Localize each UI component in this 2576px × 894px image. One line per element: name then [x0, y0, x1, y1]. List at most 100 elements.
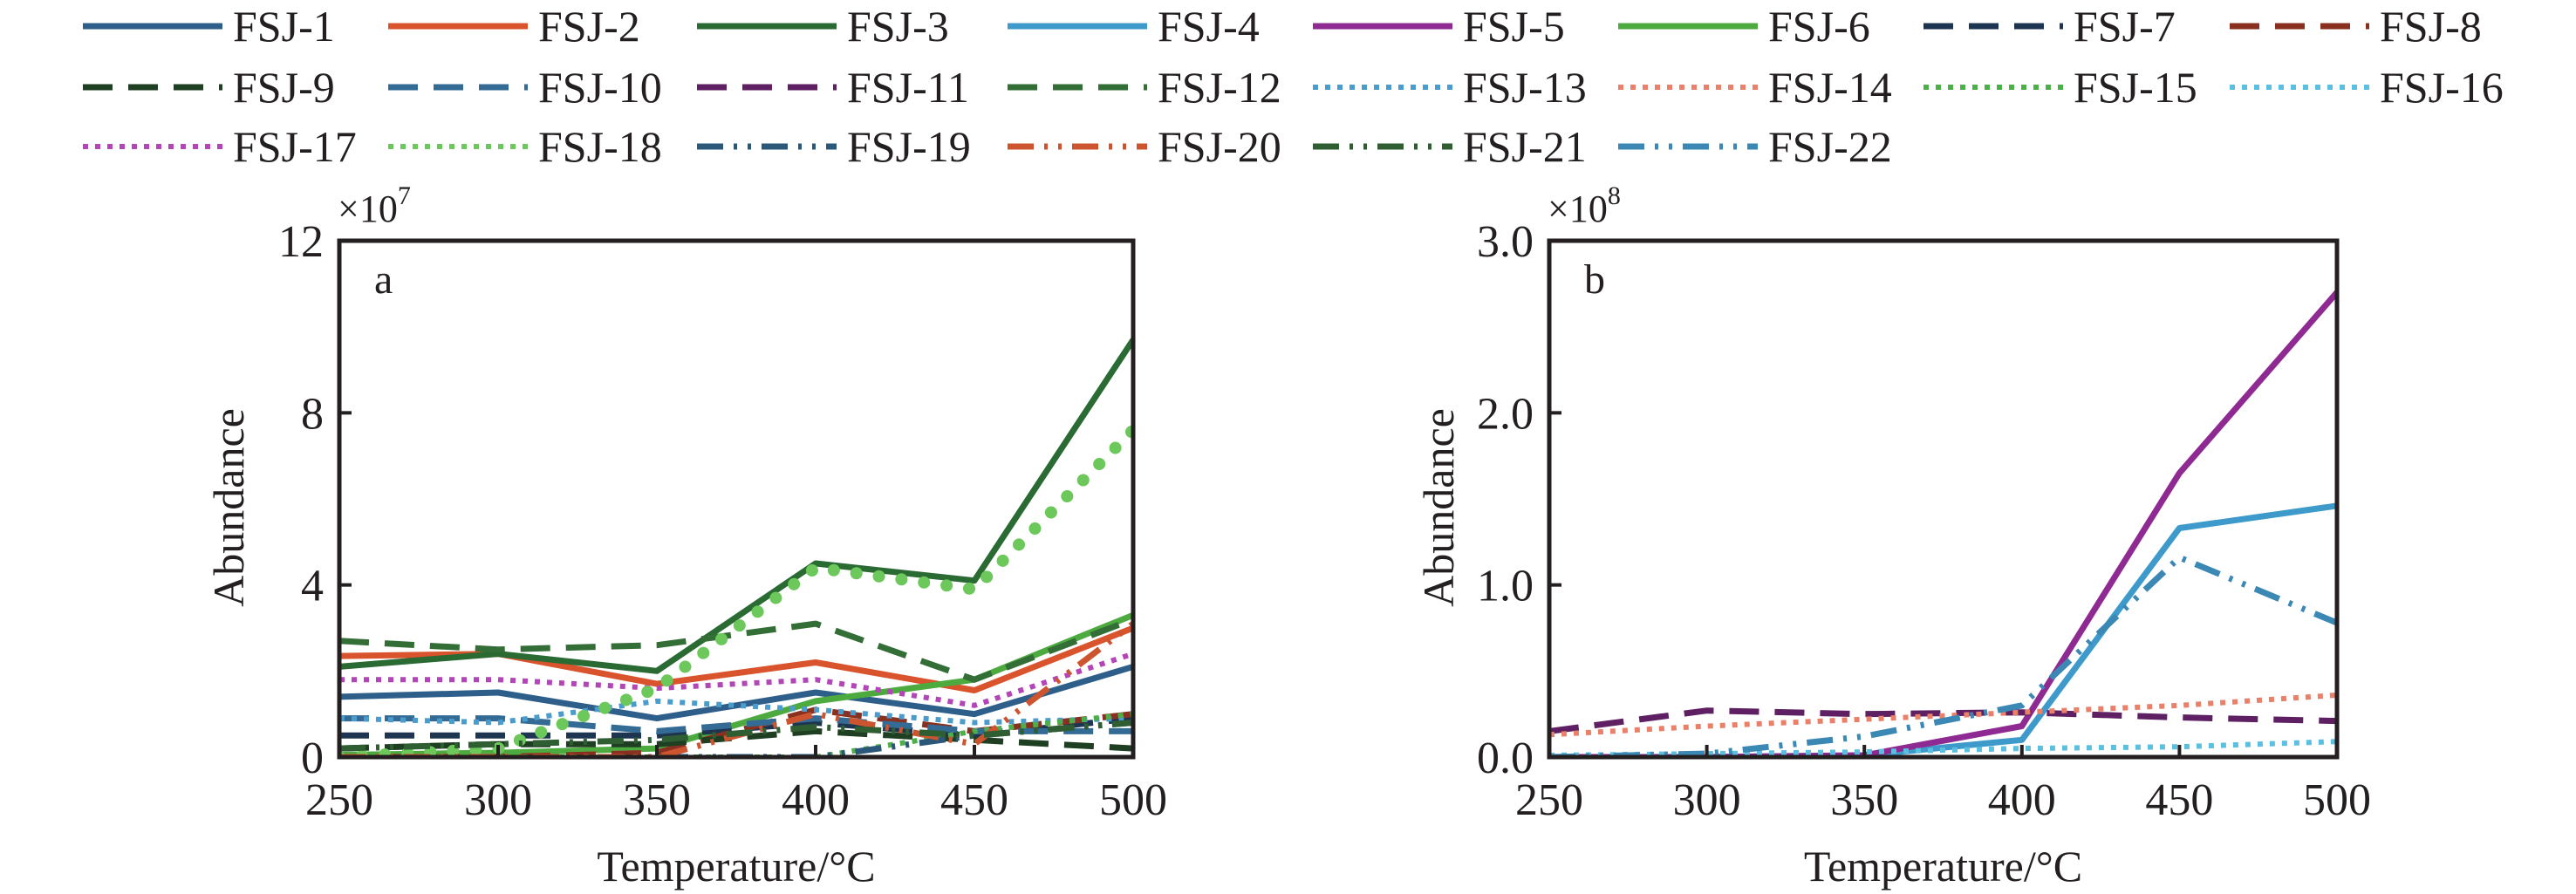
- y-multiplier-exp: 7: [398, 181, 411, 210]
- series-group: [339, 338, 1133, 757]
- x-tick-label: 300: [464, 775, 532, 825]
- legend-label: FSJ-7: [2074, 2, 2176, 51]
- legend-swatch: [1313, 143, 1452, 150]
- legend-label: FSJ-22: [1768, 122, 1892, 171]
- x-tick-label: 250: [1515, 775, 1583, 825]
- legend-item-fsj-17: FSJ-17: [83, 120, 357, 173]
- series-line-fsj-14: [1549, 693, 2337, 738]
- x-axis-title: Temperature/°C: [597, 842, 875, 891]
- y-axis-title: Abundance: [1414, 408, 1463, 607]
- series-line-fsj-16: [1549, 739, 2337, 757]
- legend-item-fsj-11: FSJ-11: [697, 61, 969, 113]
- legend-item-fsj-18: FSJ-18: [388, 120, 662, 173]
- legend-label: FSJ-13: [1463, 63, 1587, 112]
- x-tick-label: 500: [1099, 775, 1167, 825]
- y-multiplier-exp: 8: [1608, 181, 1621, 210]
- panel-a: 250 300 350 400 450 500 0 4 8 12 ×107 a Temperature/…: [204, 181, 1167, 891]
- y-tick-label: 4: [301, 562, 324, 611]
- legend-label: FSJ-12: [1158, 63, 1281, 112]
- legend-label: FSJ-17: [233, 122, 357, 171]
- legend-item-fsj-9: FSJ-9: [83, 61, 335, 113]
- legend-label: FSJ-8: [2380, 2, 2482, 51]
- series-line-fsj-22: [1549, 554, 2337, 757]
- x-tick-label: 350: [1830, 775, 1898, 825]
- panel-label: b: [1584, 256, 1605, 303]
- y-multiplier-base: ×10: [1548, 188, 1608, 230]
- legend-swatch: [1008, 23, 1147, 30]
- series-line-fsj-9: [339, 727, 1133, 752]
- series-line-fsj-1: [339, 664, 1133, 722]
- legend: FSJ-1 FSJ-2 FSJ-3 FSJ-4 FSJ-5 FSJ-6 FSJ-7 FSJ-8…: [0, 0, 2576, 174]
- legend-swatch: [1618, 143, 1758, 150]
- legend-item-fsj-15: FSJ-15: [1923, 61, 2197, 113]
- legend-label: FSJ-1: [233, 2, 335, 51]
- legend-item-fsj-16: FSJ-16: [2230, 61, 2504, 113]
- x-tick-label: 450: [2145, 775, 2213, 825]
- legend-item-fsj-7: FSJ-7: [1923, 0, 2176, 52]
- legend-swatch: [83, 23, 222, 30]
- y-multiplier: ×108: [1548, 181, 1621, 230]
- y-multiplier-base: ×10: [338, 188, 398, 230]
- series-line-fsj-15: [339, 711, 1133, 757]
- legend-swatch: [2230, 23, 2369, 30]
- series-group: [1549, 290, 2337, 757]
- legend-label: FSJ-14: [1768, 63, 1892, 112]
- legend-label: FSJ-10: [538, 63, 662, 112]
- legend-item-fsj-1: FSJ-1: [83, 0, 335, 52]
- y-tick-label: 3.0: [1477, 217, 1534, 267]
- y-tick-label: 1.0: [1477, 562, 1534, 611]
- x-tick-label: 250: [305, 775, 373, 825]
- legend-swatch: [388, 23, 528, 30]
- x-tick-label: 300: [1673, 775, 1741, 825]
- legend-label: FSJ-11: [847, 63, 969, 112]
- y-axis-title: Abundance: [204, 408, 253, 607]
- legend-item-fsj-19: FSJ-19: [697, 120, 971, 173]
- x-tick-label: 350: [623, 775, 691, 825]
- series-line-fsj-11: [1549, 707, 2337, 734]
- legend-item-fsj-21: FSJ-21: [1313, 120, 1587, 173]
- legend-swatch: [697, 23, 837, 30]
- x-tick-label: 400: [782, 775, 850, 825]
- legend-swatch: [1923, 23, 2063, 30]
- legend-label: FSJ-5: [1463, 2, 1565, 51]
- legend-item-fsj-2: FSJ-2: [388, 0, 640, 52]
- panel-label: a: [374, 256, 393, 303]
- series-line-fsj-21: [339, 720, 1133, 752]
- x-axis-title: Temperature/°C: [1804, 842, 2082, 891]
- legend-label: FSJ-19: [847, 122, 971, 171]
- legend-item-fsj-5: FSJ-5: [1313, 0, 1565, 52]
- legend-item-fsj-8: FSJ-8: [2230, 0, 2482, 52]
- legend-swatch: [1313, 23, 1452, 30]
- legend-swatch: [388, 84, 528, 91]
- legend-swatch: [1618, 23, 1758, 30]
- legend-label: FSJ-9: [233, 63, 335, 112]
- legend-label: FSJ-6: [1768, 2, 1870, 51]
- y-tick-label: 0: [301, 734, 324, 783]
- legend-swatch: [1008, 143, 1147, 150]
- y-tick-label: 8: [301, 389, 324, 439]
- x-tick-label: 450: [940, 775, 1008, 825]
- legend-item-fsj-10: FSJ-10: [388, 61, 662, 113]
- legend-item-fsj-3: FSJ-3: [697, 0, 949, 52]
- legend-swatch: [1008, 84, 1147, 91]
- y-tick-label: 2.0: [1477, 389, 1534, 439]
- plot-frame: [337, 238, 1136, 760]
- series-line-fsj-5: [1549, 290, 2337, 757]
- legend-item-fsj-4: FSJ-4: [1008, 0, 1260, 52]
- legend-item-fsj-13: FSJ-13: [1313, 61, 1587, 113]
- legend-label: FSJ-3: [847, 2, 949, 51]
- legend-item-fsj-12: FSJ-12: [1008, 61, 1281, 113]
- legend-label: FSJ-20: [1158, 122, 1281, 171]
- panel-b: 250 300 350 400 450 500 0.0 1.0 2.0 3.0 ×108 b Tempe…: [1414, 181, 2371, 891]
- legend-swatch: [697, 84, 837, 91]
- x-tick-label: 400: [1988, 775, 2056, 825]
- legend-item-fsj-6: FSJ-6: [1618, 0, 1870, 52]
- plot-frame: [1547, 238, 2340, 760]
- series-line-fsj-18: [339, 424, 1133, 757]
- legend-label: FSJ-15: [2074, 63, 2197, 112]
- legend-label: FSJ-2: [538, 2, 640, 51]
- legend-label: FSJ-18: [538, 122, 662, 171]
- series-line-fsj-13: [339, 698, 1133, 726]
- y-multiplier: ×107: [338, 181, 411, 230]
- legend-label: FSJ-16: [2380, 63, 2504, 112]
